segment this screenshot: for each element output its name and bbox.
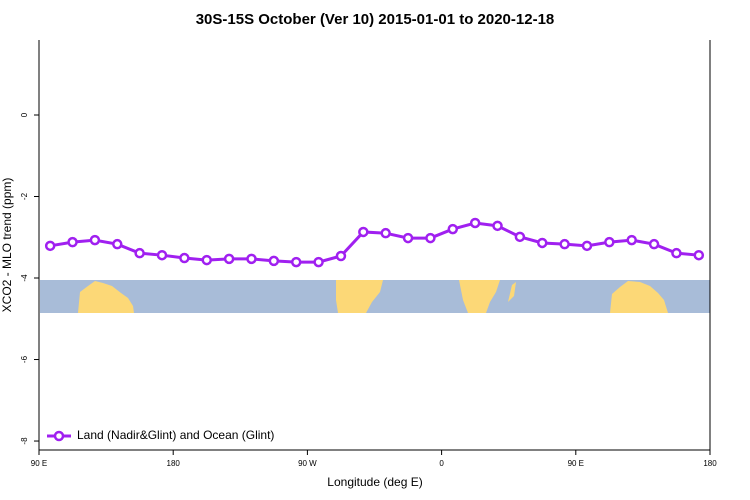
point	[89, 234, 101, 246]
legend-marker	[53, 430, 65, 442]
x-axis-label: Longitude (deg E)	[327, 475, 422, 489]
y-tick-label: -6	[20, 355, 29, 363]
point	[537, 237, 548, 249]
point	[447, 223, 459, 235]
point	[402, 232, 414, 244]
point	[671, 247, 682, 259]
point	[179, 252, 190, 264]
point	[268, 255, 280, 267]
y-tick-label: 0	[20, 112, 29, 117]
point	[246, 253, 257, 265]
x-tick-label: 0	[439, 459, 444, 468]
chart-title: 30S-15S October (Ver 10) 2015-01-01 to 2…	[196, 11, 555, 28]
point	[223, 253, 235, 265]
y-axis-label: XCO2 - MLO trend (ppm)	[0, 178, 14, 313]
x-tick-label: 90 E	[568, 459, 584, 468]
point	[44, 240, 56, 252]
point	[648, 238, 660, 250]
point	[201, 254, 212, 266]
x-tick-label: 90 E	[31, 459, 47, 468]
map-strip	[40, 280, 710, 313]
point	[581, 240, 593, 252]
point	[358, 226, 369, 238]
point	[469, 217, 481, 229]
y-tick-label: -2	[20, 192, 29, 200]
point	[492, 220, 503, 232]
point	[290, 256, 302, 268]
point	[693, 249, 705, 261]
point	[335, 250, 347, 262]
x-tick-label: 90 W	[298, 459, 317, 468]
point	[425, 232, 436, 244]
point	[313, 256, 324, 268]
point	[626, 234, 637, 246]
x-tick-label: 180	[167, 459, 181, 468]
x-tick-label: 180	[703, 459, 717, 468]
legend-label: Land (Nadir&Glint) and Ocean (Glint)	[77, 428, 274, 442]
point	[380, 227, 391, 239]
series-line	[49, 221, 699, 264]
point	[604, 236, 615, 248]
point	[67, 236, 78, 248]
point	[559, 238, 570, 250]
point	[112, 238, 123, 250]
y-tick-label: -8	[20, 437, 29, 445]
y-tick-label: -4	[20, 274, 29, 282]
point	[156, 249, 168, 261]
point	[134, 247, 145, 259]
point	[514, 231, 526, 243]
